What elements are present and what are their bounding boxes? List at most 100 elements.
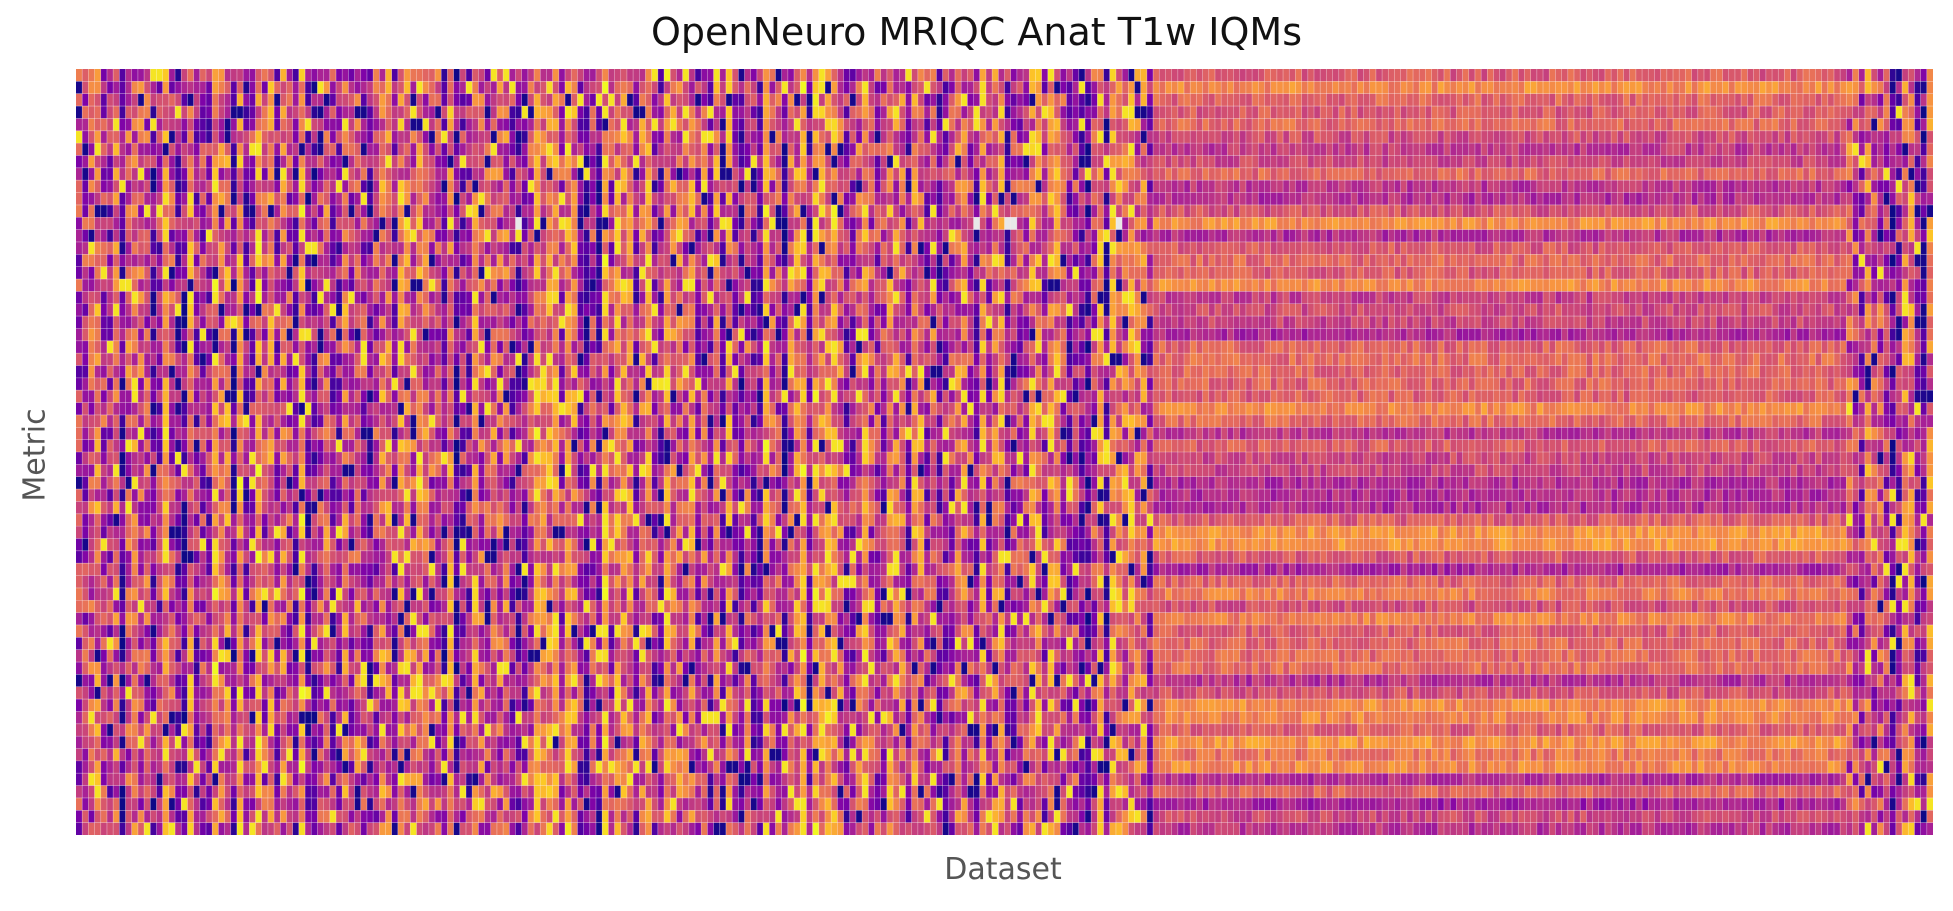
heatmap-cell [1624,168,1630,180]
heatmap-cell [856,193,862,205]
heatmap-cell [1846,193,1852,205]
heatmap-cell [924,81,930,93]
heatmap-cell [974,168,980,180]
heatmap-cell [1667,94,1673,106]
heatmap-cell [986,131,992,143]
heatmap-cell [887,254,893,266]
heatmap-cell [540,217,546,229]
heatmap-cell [1394,143,1400,155]
heatmap-cell [138,168,144,180]
heatmap-cell [1190,205,1196,217]
heatmap-cell [559,168,565,180]
heatmap-cell [1240,180,1246,192]
heatmap-cell [1209,242,1215,254]
heatmap-cell [633,69,639,81]
heatmap-cell [1661,254,1667,266]
heatmap-cell [404,205,410,217]
heatmap-cell [1636,168,1642,180]
heatmap-cell [435,217,441,229]
heatmap-cell [794,106,800,118]
heatmap-cell [286,143,292,155]
heatmap-cell [423,267,429,279]
heatmap-cell [373,242,379,254]
heatmap-cell [831,131,837,143]
heatmap-cell [1178,193,1184,205]
heatmap-cell [1747,193,1753,205]
heatmap-cell [1853,242,1859,254]
heatmap-cell [664,131,670,143]
heatmap-cell [249,267,255,279]
heatmap-cell [200,168,206,180]
heatmap-cell [194,193,200,205]
heatmap-cell [1673,254,1679,266]
heatmap-cell [1531,254,1537,266]
heatmap-cell [788,69,794,81]
heatmap-cell [249,180,255,192]
heatmap-cell [107,94,113,106]
heatmap-cell [565,143,571,155]
heatmap-cell [1599,94,1605,106]
heatmap-cell [1432,118,1438,130]
heatmap-cell [1258,254,1264,266]
heatmap-cell [472,155,478,167]
heatmap-cell [738,267,744,279]
heatmap-cell [1902,131,1908,143]
heatmap-cell [943,143,949,155]
heatmap-cell [256,94,262,106]
heatmap-cell [1494,106,1500,118]
heatmap-cell [1289,193,1295,205]
heatmap-cell [1333,230,1339,242]
heatmap-cell [1066,143,1072,155]
heatmap-cell [769,94,775,106]
heatmap-cell [546,118,552,130]
heatmap-cell [769,267,775,279]
heatmap-cell [1314,168,1320,180]
heatmap-cell [534,205,540,217]
heatmap-cell [1586,81,1592,93]
heatmap-cell [404,230,410,242]
heatmap-cell [515,254,521,266]
heatmap-cell [1264,143,1270,155]
heatmap-cell [336,94,342,106]
heatmap-cell [1271,217,1277,229]
heatmap-cell [1432,254,1438,266]
heatmap-cell [831,155,837,167]
heatmap-cell [1227,193,1233,205]
heatmap-cell [1035,106,1041,118]
heatmap-cell [1122,217,1128,229]
heatmap-cell [1042,242,1048,254]
heatmap-cell [577,131,583,143]
heatmap-cell [1444,143,1450,155]
heatmap-cell [187,230,193,242]
heatmap-cell [918,242,924,254]
heatmap-cell [1661,94,1667,106]
heatmap-cell [1141,69,1147,81]
heatmap-cell [1364,168,1370,180]
heatmap-cell [1159,131,1165,143]
heatmap-cell [887,168,893,180]
heatmap-cell [652,217,658,229]
heatmap-cell [1555,155,1561,167]
heatmap-cell [1648,106,1654,118]
heatmap-cell [1419,180,1425,192]
heatmap-cell [868,254,874,266]
heatmap-cell [949,180,955,192]
heatmap-cell [732,242,738,254]
heatmap-cell [1784,254,1790,266]
heatmap-cell [497,267,503,279]
heatmap-cell [1840,217,1846,229]
heatmap-cell [1710,242,1716,254]
heatmap-cell [156,254,162,266]
heatmap-cell [256,205,262,217]
heatmap-cell [1048,168,1054,180]
heatmap-cell [887,180,893,192]
heatmap-cell [144,106,150,118]
heatmap-cell [1339,143,1345,155]
heatmap-cell [1326,168,1332,180]
heatmap-cell [1921,118,1927,130]
heatmap-cell [1896,180,1902,192]
heatmap-cell [912,267,918,279]
heatmap-cell [1116,168,1122,180]
heatmap-cell [1735,168,1741,180]
heatmap-cell [150,193,156,205]
